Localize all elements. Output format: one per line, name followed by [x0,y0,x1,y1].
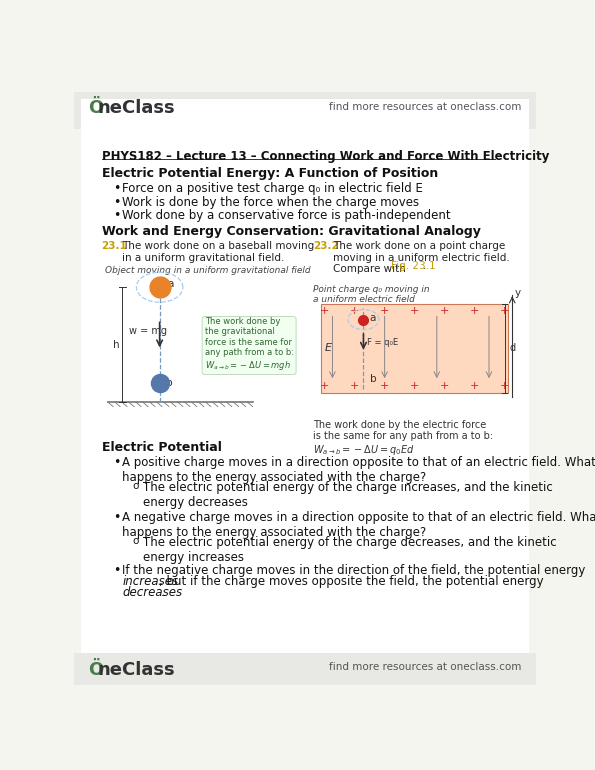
Text: +: + [350,381,359,391]
Text: +: + [440,306,449,316]
Text: •: • [113,196,121,209]
Text: •: • [113,456,121,469]
Text: 23.2: 23.2 [313,241,339,251]
Text: If the negative charge moves in the direction of the field, the potential energy: If the negative charge moves in the dire… [123,564,586,578]
FancyBboxPatch shape [74,653,536,685]
Text: E: E [325,343,331,353]
Text: b: b [369,374,376,383]
Text: Ö: Ö [88,661,104,678]
Text: +: + [380,381,389,391]
Text: Work is done by the force when the charge moves: Work is done by the force when the charg… [123,196,419,209]
Text: decreases: decreases [123,586,183,599]
Text: •: • [113,209,121,222]
Text: b: b [166,378,173,387]
Text: .: . [423,261,427,271]
Text: •: • [113,564,121,578]
Text: , but if the charge moves opposite the field, the potential energy: , but if the charge moves opposite the f… [159,575,543,588]
Text: a: a [369,313,376,323]
Text: +: + [500,381,509,391]
Text: The electric potential energy of the charge decreases, and the kinetic
energy in: The electric potential energy of the cha… [143,536,556,564]
FancyBboxPatch shape [80,99,530,653]
Text: The work done by
the gravitational
force is the same for
any path from a to b:
$: The work done by the gravitational force… [205,317,293,372]
Text: The work done on a point charge
moving in a uniform electric field.
Compare with: The work done on a point charge moving i… [333,241,510,274]
Text: The work done on a baseball moving
in a uniform gravitational field.: The work done on a baseball moving in a … [121,241,314,263]
Text: +: + [440,381,449,391]
Text: +: + [320,381,330,391]
Text: Work done by a conservative force is path-independent: Work done by a conservative force is pat… [123,209,451,222]
Text: +: + [320,306,330,316]
Text: y: y [515,289,521,298]
Text: neClass: neClass [98,661,176,678]
Text: •: • [113,511,121,524]
Text: +: + [500,306,509,316]
Text: +: + [410,381,419,391]
Text: h: h [113,340,120,350]
Text: Fig. 23.1: Fig. 23.1 [392,261,436,271]
Text: +: + [350,306,359,316]
Text: The work done by the electric force
is the same for any path from a to b:
$W_{a\: The work done by the electric force is t… [313,420,493,457]
Text: F = q₀E: F = q₀E [367,338,399,347]
Text: +: + [470,306,479,316]
Text: find more resources at oneclass.com: find more resources at oneclass.com [329,102,522,112]
Text: d: d [510,343,516,353]
FancyBboxPatch shape [74,92,536,129]
Text: 23.1: 23.1 [102,241,127,251]
Text: a: a [167,280,174,289]
Text: Electric Potential: Electric Potential [102,441,221,454]
Text: Force on a positive test charge q₀ in electric field E: Force on a positive test charge q₀ in el… [123,182,423,196]
Text: +: + [470,381,479,391]
Text: Work and Energy Conservation: Gravitational Analogy: Work and Energy Conservation: Gravitatio… [102,225,480,238]
Text: o: o [133,481,139,491]
Text: A negative charge moves in a direction opposite to that of an electric field. Wh: A negative charge moves in a direction o… [123,511,595,538]
Text: Electric Potential Energy: A Function of Position: Electric Potential Energy: A Function of… [102,167,438,180]
Text: A positive charge moves in a direction opposite to that of an electric field. Wh: A positive charge moves in a direction o… [123,456,595,484]
Text: •: • [113,182,121,196]
Text: +: + [410,306,419,316]
Text: o: o [133,536,139,546]
Text: The electric potential energy of the charge increases, and the kinetic
energy de: The electric potential energy of the cha… [143,481,552,509]
Text: PHYS182 – Lecture 13 – Connecting Work and Force With Electricity: PHYS182 – Lecture 13 – Connecting Work a… [102,150,549,163]
Text: Ö: Ö [88,99,104,116]
FancyBboxPatch shape [321,304,508,393]
Text: +: + [380,306,389,316]
Text: Object moving in a uniform gravitational field: Object moving in a uniform gravitational… [105,266,311,276]
Text: increases: increases [123,575,178,588]
Text: .: . [161,586,165,599]
Text: Point charge q₀ moving in
a uniform electric field: Point charge q₀ moving in a uniform elec… [313,285,430,304]
Text: find more resources at oneclass.com: find more resources at oneclass.com [329,662,522,672]
Text: neClass: neClass [98,99,176,116]
Text: w = mg: w = mg [129,326,167,336]
